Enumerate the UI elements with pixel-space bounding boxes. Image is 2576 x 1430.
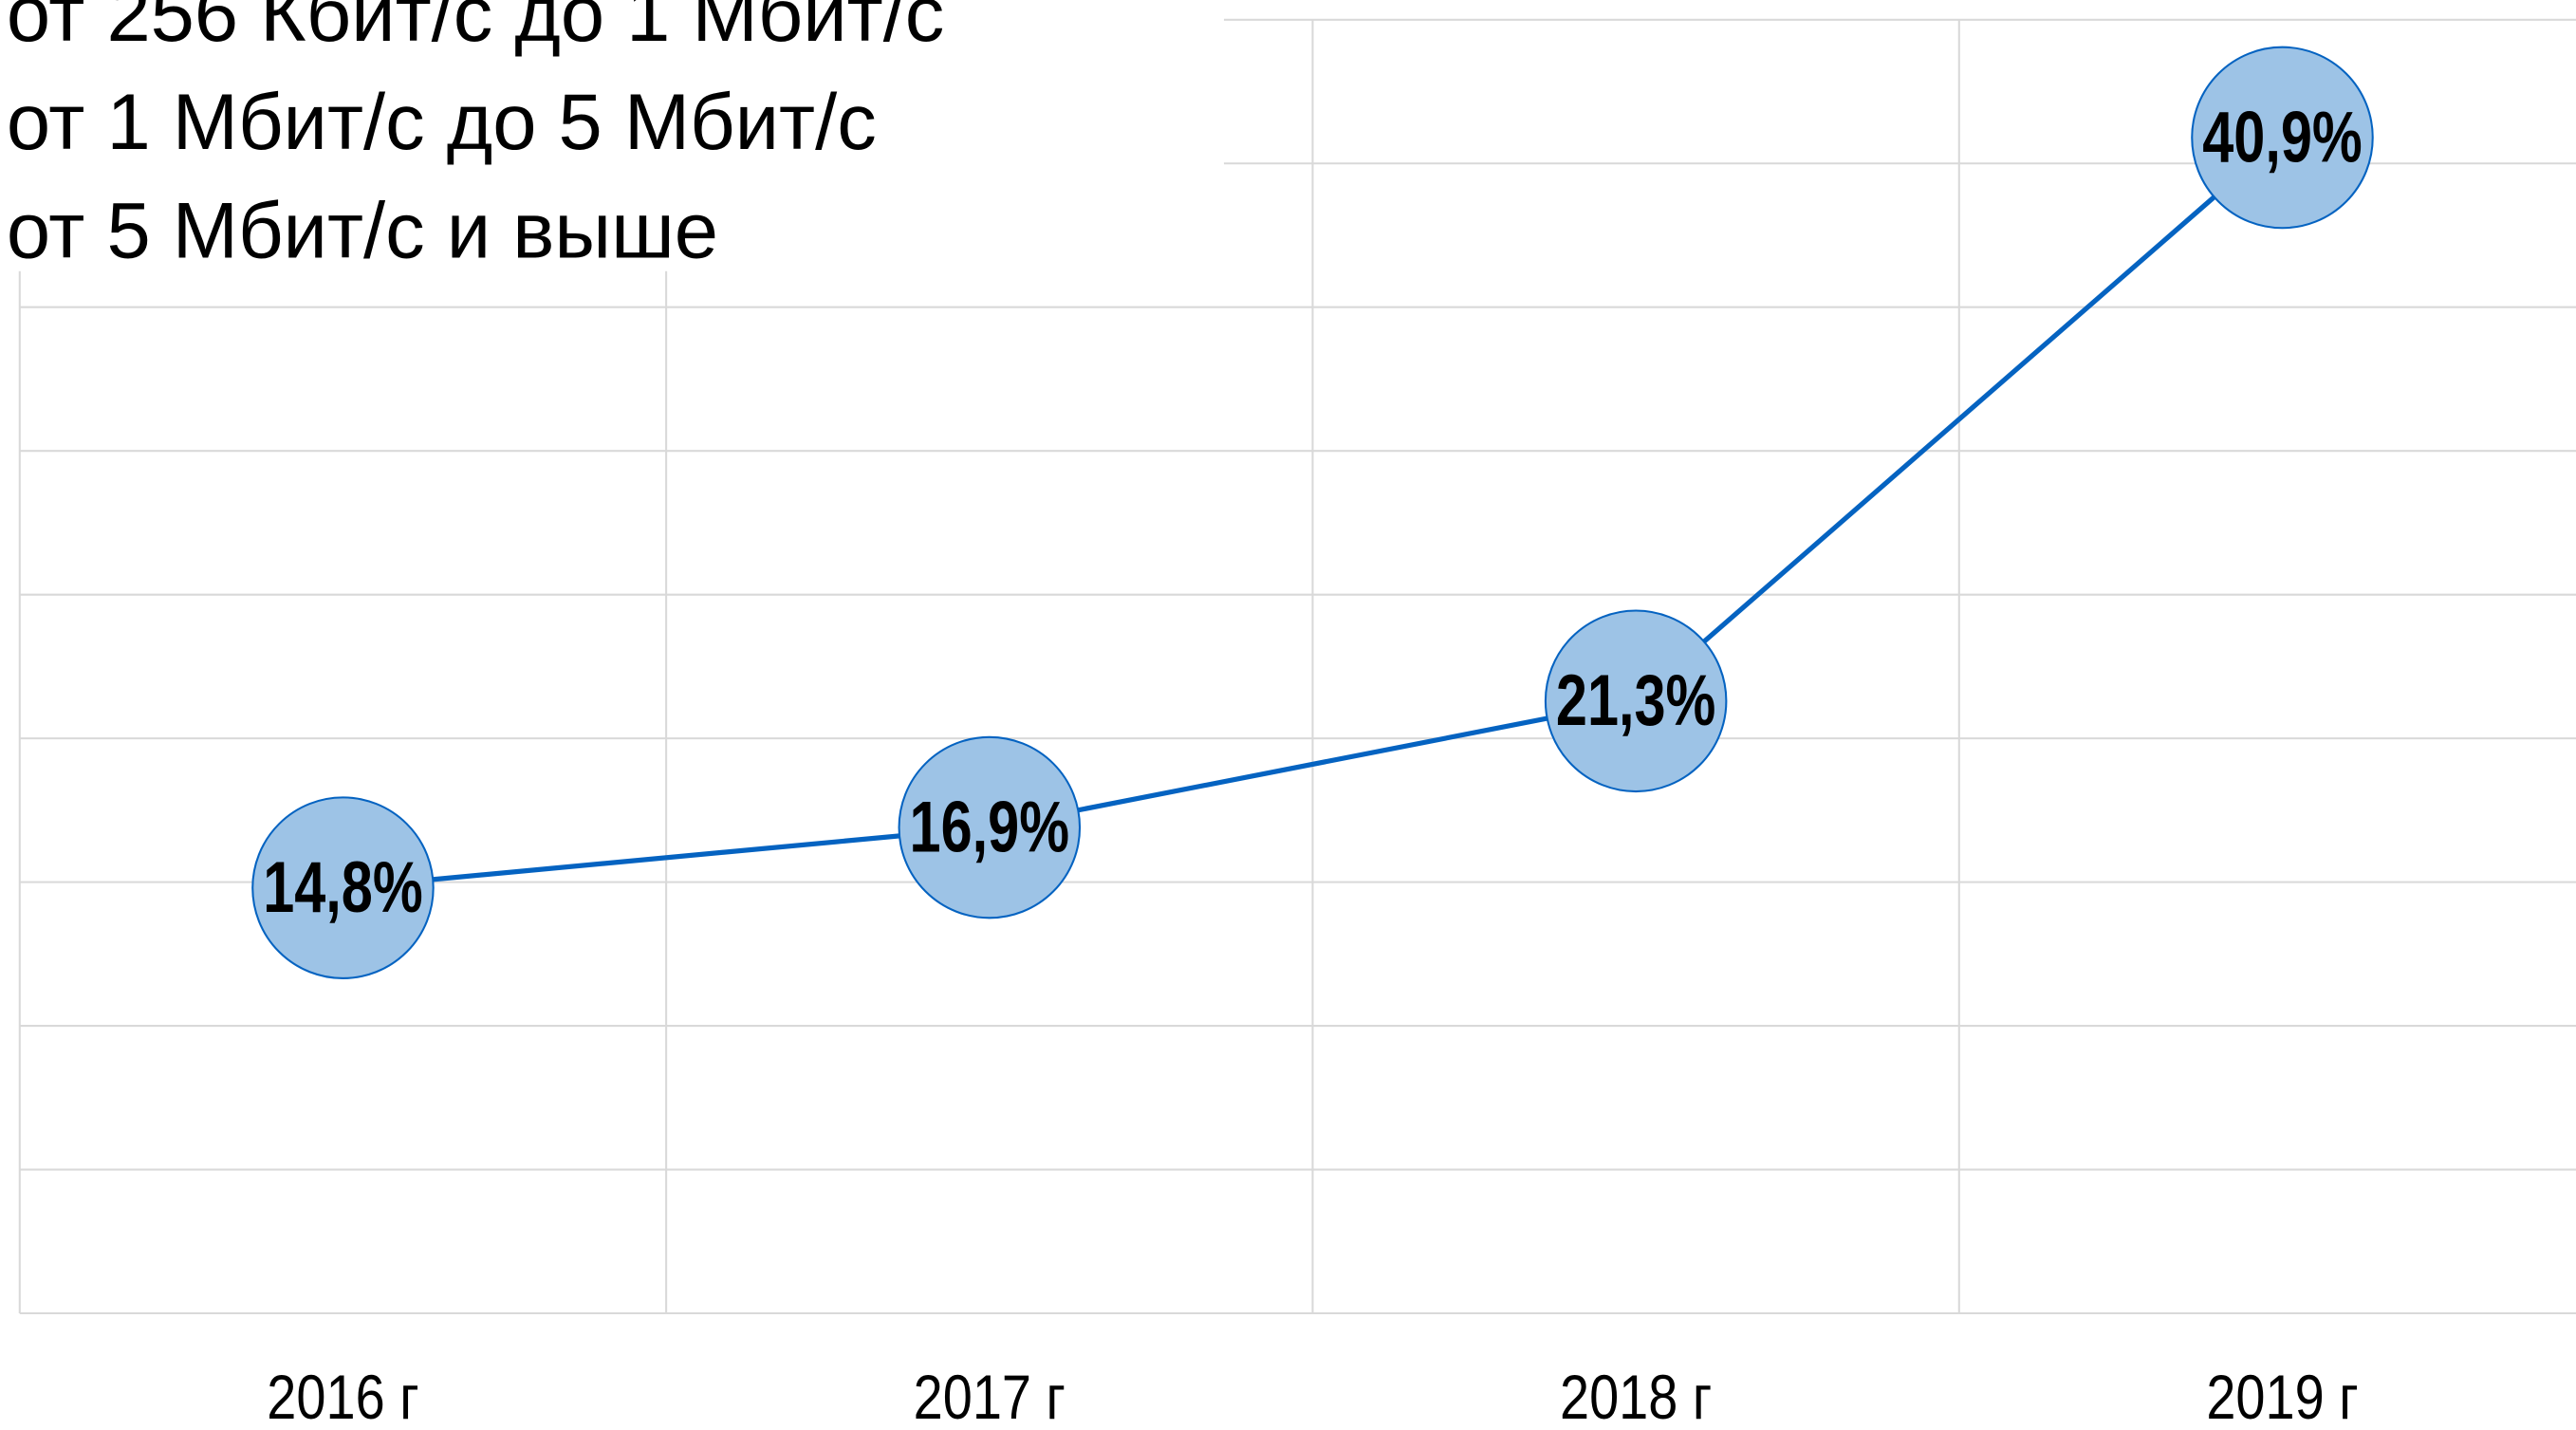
legend-entry: от 256 Кбит/с до 1 Мбит/с — [7, 0, 944, 58]
legend-entry: от 5 Мбит/с и выше — [7, 186, 718, 274]
data-label: 14,8% — [263, 847, 422, 928]
x-tick-label: 2019 г — [2206, 1363, 2358, 1430]
legend-box — [0, 0, 1224, 271]
line-series — [343, 136, 2285, 891]
data-label: 16,9% — [910, 787, 1069, 867]
marker — [2191, 46, 2374, 230]
marker — [251, 796, 435, 979]
marker — [898, 735, 1082, 919]
data-label: 40,9% — [2202, 97, 2362, 177]
data-label: 21,3% — [1556, 660, 1715, 741]
x-tick-label: 2017 г — [914, 1363, 1066, 1430]
legend-entry: от 1 Мбит/с до 5 Мбит/с — [7, 78, 877, 166]
x-tick-label: 2018 г — [1560, 1363, 1712, 1430]
marker — [1544, 609, 1728, 793]
x-tick-label: 2016 г — [267, 1363, 418, 1430]
